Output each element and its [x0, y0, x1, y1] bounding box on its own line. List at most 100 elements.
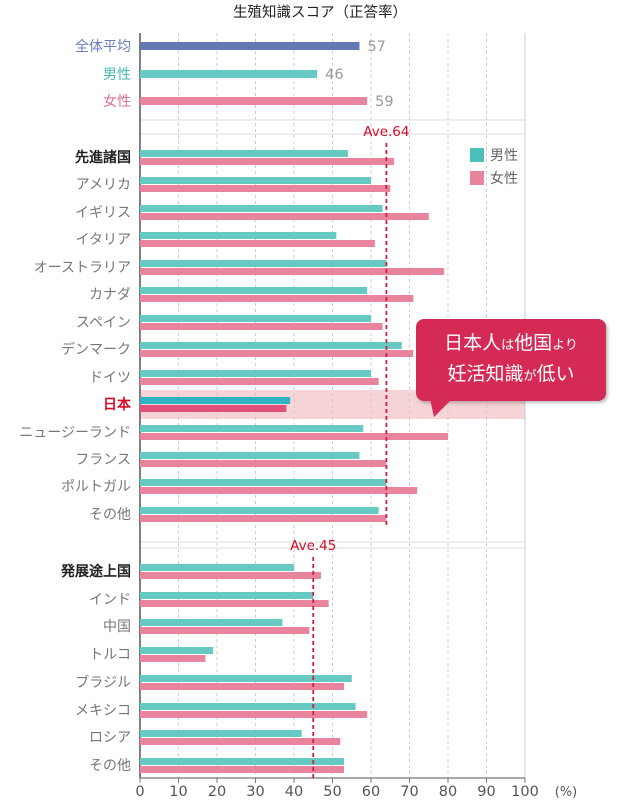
category-label: インド [89, 592, 131, 608]
summary-value-label: 46 [325, 67, 343, 83]
bar-female [140, 487, 418, 494]
summary-bar [140, 97, 368, 105]
bar-female [140, 213, 429, 220]
bar-female [140, 711, 368, 718]
bar-female [140, 323, 383, 330]
category-label: デンマーク [61, 341, 131, 358]
callout-text: より [552, 338, 578, 353]
bar-female [140, 627, 310, 634]
category-label: その他 [89, 507, 131, 523]
summary-label: 全体平均 [75, 38, 131, 55]
category-label: 日本 [103, 396, 132, 413]
summary-value-label: 57 [367, 39, 385, 55]
category-label: メキシコ [75, 703, 131, 719]
bar-male [140, 479, 387, 486]
callout-text: が [523, 369, 537, 384]
category-label: 発展途上国 [60, 563, 131, 580]
category-label: イギリス [75, 205, 131, 221]
average-label: Ave.64 [363, 124, 409, 140]
bar-male [140, 758, 345, 765]
summary-label: 男性 [103, 67, 131, 83]
bar-female [140, 655, 206, 662]
bar-female [140, 158, 395, 165]
bar-male [140, 287, 368, 294]
x-tick-label: 30 [246, 784, 264, 800]
callout-line-2: 妊活知識が低い [416, 360, 606, 391]
callout-text: 低い [536, 363, 575, 385]
bar-male [140, 205, 383, 212]
legend-swatch [470, 148, 484, 162]
bar-female [140, 683, 345, 690]
bar-female [140, 738, 341, 745]
legend-label: 女性 [490, 170, 518, 187]
bar-male [140, 703, 356, 710]
category-label: ドイツ [89, 370, 131, 386]
bar-male [140, 342, 402, 349]
category-label: その他 [89, 758, 131, 774]
x-tick-label: 80 [439, 784, 457, 800]
category-label: 先進諸国 [75, 149, 131, 166]
x-tick-label: 40 [285, 784, 303, 800]
category-label: フランス [75, 452, 131, 468]
bar-male [140, 425, 364, 432]
legend-swatch [470, 171, 484, 185]
bar-female [140, 572, 321, 579]
summary-label: 女性 [103, 93, 131, 110]
bar-male [140, 452, 360, 459]
x-tick-label: 100 [511, 784, 539, 800]
bar-female [140, 240, 375, 247]
x-tick-label: 60 [362, 784, 380, 800]
callout-text: 妊活知識 [447, 363, 524, 385]
category-label: カナダ [89, 287, 131, 303]
bar-male [140, 232, 337, 239]
x-tick-label: 20 [208, 784, 226, 800]
bar-female [140, 766, 345, 773]
x-tick-label: 90 [477, 784, 495, 800]
category-label: スペイン [76, 315, 131, 331]
x-tick-label: 10 [169, 784, 187, 800]
category-label: ブラジル [75, 674, 131, 691]
bar-male [140, 150, 348, 157]
bar-female [140, 378, 379, 385]
bar-male [140, 260, 387, 267]
callout-text: 日本人 [444, 332, 502, 354]
category-label: 中国 [103, 619, 131, 635]
category-label: オーストラリア [34, 260, 131, 276]
category-label: アメリカ [76, 177, 131, 193]
bar-female [140, 600, 329, 607]
chart-title: 生殖知識スコア（正答率） [233, 4, 407, 21]
legend-label: 男性 [490, 148, 518, 164]
category-label: イタリア [76, 232, 131, 248]
bar-male [140, 730, 302, 737]
bar-female [140, 295, 414, 302]
average-label: Ave.45 [290, 538, 336, 554]
x-axis-unit: (%) [555, 785, 578, 800]
bar-male [140, 507, 379, 514]
bar-male [140, 397, 291, 404]
bar-female [140, 185, 391, 192]
callout-text: は [501, 338, 515, 353]
bar-male [140, 647, 214, 654]
bar-male [140, 177, 371, 184]
x-tick-label: 70 [400, 784, 418, 800]
bar-female [140, 350, 414, 357]
x-tick-label: 50 [323, 784, 341, 800]
bar-female [140, 405, 287, 412]
bar-male [140, 315, 371, 322]
bar-female [140, 433, 448, 440]
bar-male [140, 675, 352, 682]
bar-female [140, 268, 445, 275]
summary-value-label: 59 [375, 94, 393, 110]
x-tick-label: 0 [135, 784, 144, 800]
category-label: ロシア [89, 730, 131, 746]
bar-female [140, 515, 387, 522]
bar-male [140, 592, 314, 599]
callout-line-1: 日本人は他国より [416, 329, 606, 360]
category-label: ポルトガル [61, 479, 131, 495]
bar-male [140, 619, 283, 626]
bar-female [140, 460, 387, 467]
category-label: トルコ [89, 647, 131, 663]
summary-bar [140, 42, 360, 50]
bar-male [140, 564, 294, 571]
